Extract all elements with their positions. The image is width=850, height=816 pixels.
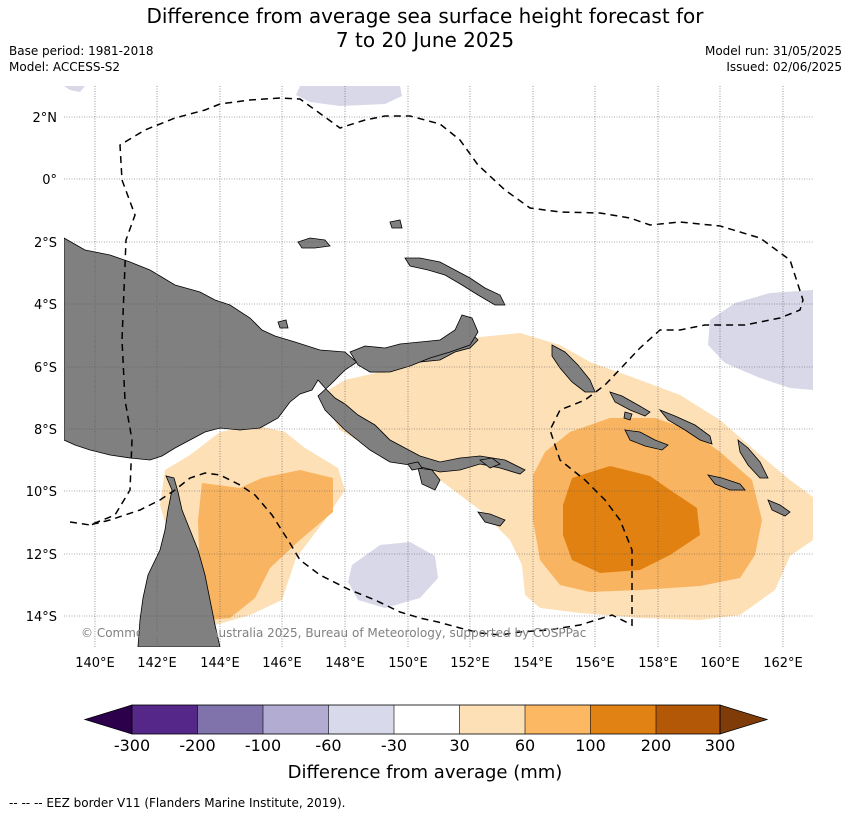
colorbar-segment-5	[394, 705, 460, 734]
lat-label-0: 0°	[42, 173, 57, 188]
cb-tick-60: 60	[515, 736, 535, 755]
manus-island	[297, 237, 331, 249]
colorbar-dividers	[197, 705, 657, 734]
lon-label-142e: 142°E	[137, 656, 177, 671]
colorbar-segment-4	[328, 705, 394, 734]
base-period: Base period: 1981-2018	[9, 44, 154, 58]
new-britain-island	[349, 314, 479, 373]
title-line-1: Difference from average sea surface heig…	[146, 4, 704, 28]
longitude-labels: 140°E 142°E 144°E 146°E 148°E 150°E 152°…	[75, 656, 803, 671]
model-name: Model: ACCESS-S2	[9, 60, 121, 74]
cb-tick-n200: -200	[179, 736, 215, 755]
cb-tick-n30: -30	[381, 736, 407, 755]
copyright-notice: © Commonwealth of Australia 2025, Bureau…	[81, 626, 586, 640]
negative-anomaly-north	[296, 86, 402, 106]
meta-right: Model run: 31/05/2025 Issued: 02/06/2025	[705, 43, 842, 75]
colorbar-segment-2	[197, 705, 263, 734]
lon-label-158e: 158°E	[638, 656, 678, 671]
cb-tick-300: 300	[705, 736, 736, 755]
louisiade-islands	[477, 511, 506, 527]
map-area: © Commonwealth of Australia 2025, Bureau…	[64, 86, 813, 647]
lon-label-160e: 160°E	[700, 656, 740, 671]
cb-tick-n100: -100	[245, 736, 281, 755]
cb-tick-n60: -60	[315, 736, 341, 755]
solomon-island-1	[609, 391, 651, 417]
colorbar-arrow-low	[83, 704, 133, 735]
lat-label-8s: 8°S	[34, 423, 57, 438]
small-island-3	[623, 411, 633, 421]
small-island-2	[389, 219, 403, 229]
colorbar-segment-3	[263, 705, 329, 734]
cape-york-landmass	[137, 475, 221, 647]
issued-date: Issued: 02/06/2025	[726, 60, 842, 74]
lon-label-162e: 162°E	[763, 656, 803, 671]
lat-label-6s: 6°S	[34, 361, 57, 376]
colorbar-tick-labels: -300 -200 -100 -60 -30 30 60 100 200 300	[114, 736, 735, 755]
colorbar-segment-9	[656, 705, 720, 734]
dentrecasteaux-islands	[417, 467, 441, 491]
chart-title: Difference from average sea surface heig…	[0, 4, 850, 52]
small-island-1	[277, 319, 289, 329]
lat-label-12s: 12°S	[26, 548, 57, 563]
cb-tick-n300: -300	[114, 736, 150, 755]
trobriand-island	[407, 461, 423, 471]
lon-label-150e: 150°E	[388, 656, 428, 671]
lat-label-10s: 10°S	[26, 485, 57, 500]
latitude-labels: 2°N 0° 2°S 4°S 6°S 8°S 10°S 12°S 14°S	[26, 111, 57, 625]
cb-tick-30: 30	[449, 736, 469, 755]
colorbar-segment-7	[525, 705, 591, 734]
solomon-island-6	[767, 499, 791, 517]
solomon-island-2	[658, 409, 713, 445]
bougainville-island	[551, 344, 596, 393]
cb-tick-200: 200	[641, 736, 672, 755]
eez-footnote: -- -- -- EEZ border V11 (Flanders Marine…	[9, 796, 346, 810]
lat-label-4s: 4°S	[34, 298, 57, 313]
colorbar-title: Difference from average (mm)	[288, 762, 563, 783]
solomon-island-3	[624, 429, 669, 451]
colorbar-segment-1	[132, 705, 198, 734]
colorbar: -300 -200 -100 -60 -30 30 60 100 200 300…	[83, 704, 769, 783]
lon-label-152e: 152°E	[450, 656, 490, 671]
lat-label-2n: 2°N	[33, 111, 58, 126]
cb-tick-100: 100	[575, 736, 606, 755]
eez-border	[69, 97, 804, 636]
colorbar-segment-6	[459, 705, 525, 734]
meta-left: Base period: 1981-2018 Model: ACCESS-S2	[9, 43, 154, 75]
model-run: Model run: 31/05/2025	[704, 44, 842, 58]
lat-label-2s: 2°S	[34, 236, 57, 251]
colorbar-frame	[131, 704, 721, 735]
colorbar-segment-8	[590, 705, 656, 734]
new-ireland-island	[404, 257, 506, 306]
lon-label-144e: 144°E	[200, 656, 240, 671]
title-line-2: 7 to 20 June 2025	[335, 28, 515, 52]
negative-anomaly-coralsea	[348, 542, 438, 608]
positive-anomaly-100-200	[563, 466, 700, 573]
lon-label-146e: 146°E	[262, 656, 302, 671]
positive-anomaly-60-100-west	[198, 470, 333, 620]
lon-label-154e: 154°E	[513, 656, 553, 671]
lon-label-156e: 156°E	[575, 656, 615, 671]
colorbar-arrow-high	[719, 704, 769, 735]
solomon-island-4	[737, 439, 769, 479]
gridlines	[64, 86, 813, 647]
lon-label-148e: 148°E	[325, 656, 365, 671]
negative-anomaly-northwest	[64, 86, 85, 92]
lon-label-140e: 140°E	[75, 656, 115, 671]
solomon-island-5	[707, 474, 746, 491]
woodlark-island	[479, 457, 501, 469]
lat-label-14s: 14°S	[26, 610, 57, 625]
